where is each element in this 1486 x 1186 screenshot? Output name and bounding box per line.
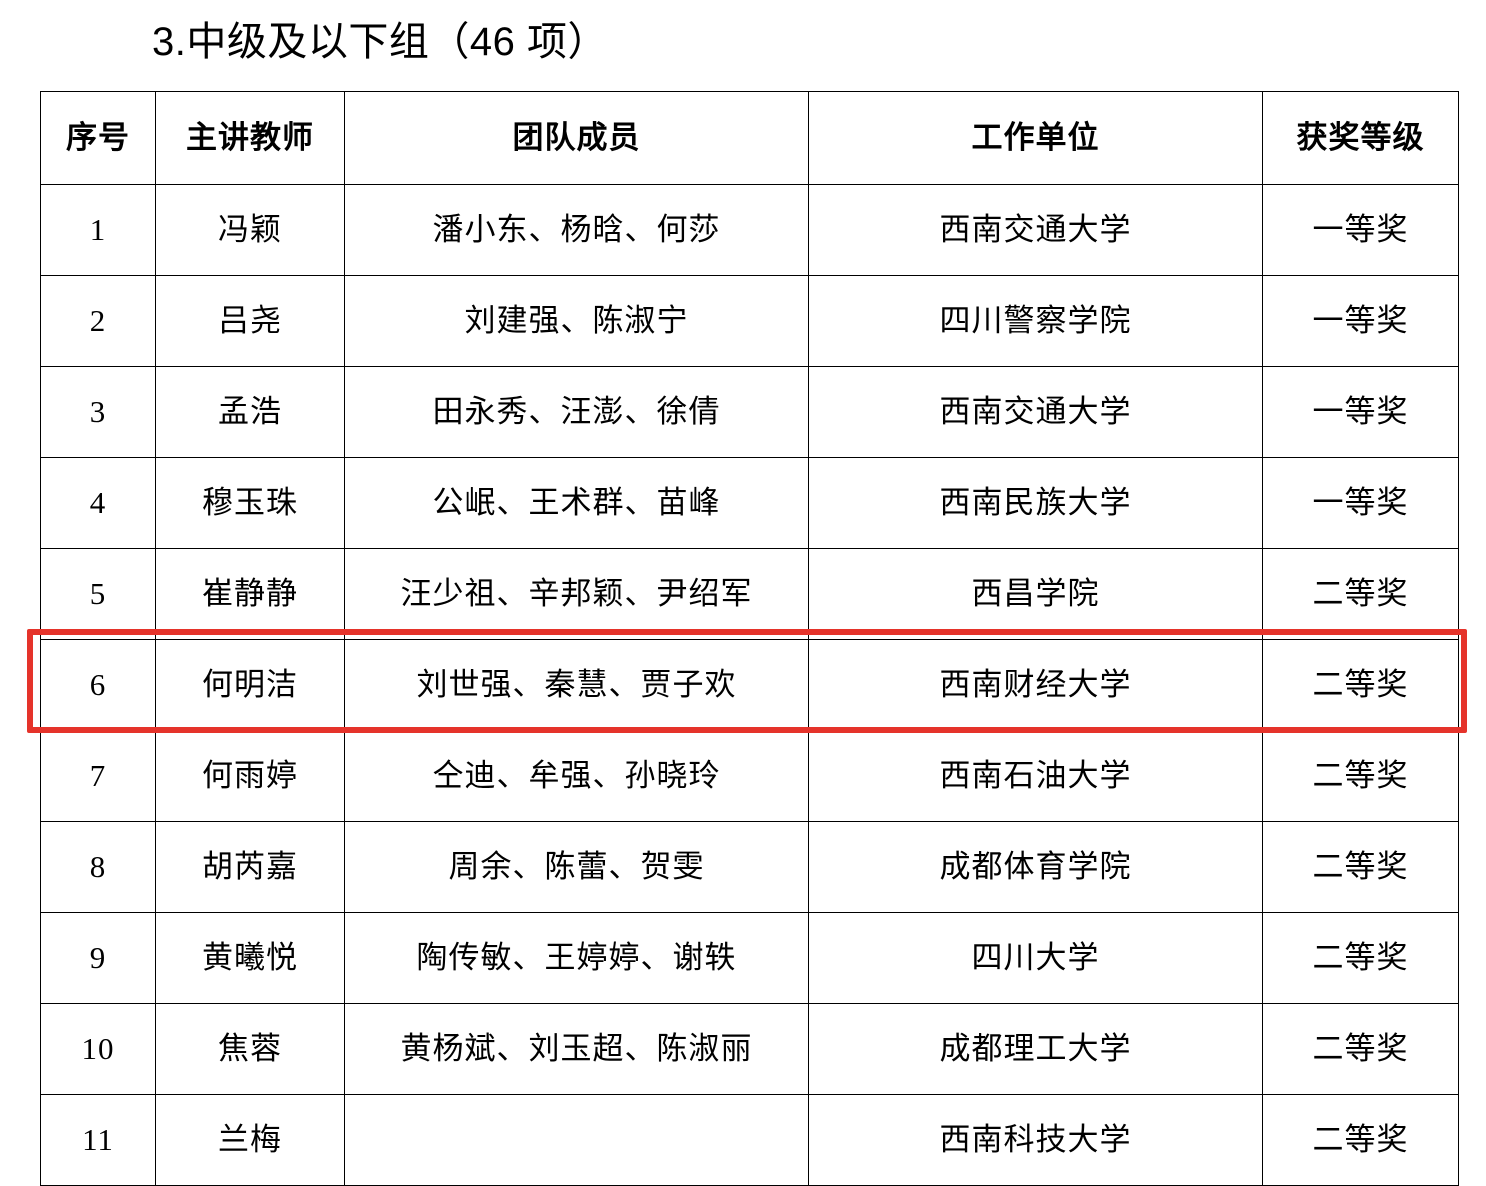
cell-seq: 2 bbox=[40, 275, 156, 367]
cell-team-members: 田永秀、汪澎、徐倩 bbox=[344, 366, 809, 458]
award-list-table: 序号 主讲教师 团队成员 工作单位 获奖等级 1 冯颖 潘小东、杨晗、何莎 西南交通大… bbox=[40, 91, 1459, 1186]
cell-seq: 5 bbox=[40, 548, 156, 640]
cell-team-members: 周余、陈蕾、贺雯 bbox=[344, 821, 809, 913]
table-row: 5 崔静静 汪少祖、辛邦颖、尹绍军 西昌学院 二等奖 bbox=[40, 548, 1459, 640]
cell-seq: 6 bbox=[40, 639, 156, 731]
cell-seq: 8 bbox=[40, 821, 156, 913]
cell-lead-teacher: 何雨婷 bbox=[155, 730, 345, 822]
table-row: 8 胡芮嘉 周余、陈蕾、贺雯 成都体育学院 二等奖 bbox=[40, 821, 1459, 913]
cell-organization: 西南交通大学 bbox=[808, 184, 1263, 276]
table-row: 4 穆玉珠 公岷、王术群、苗峰 西南民族大学 一等奖 bbox=[40, 457, 1459, 549]
cell-seq: 9 bbox=[40, 912, 156, 1004]
cell-seq: 1 bbox=[40, 184, 156, 276]
cell-award-level: 一等奖 bbox=[1262, 184, 1459, 276]
column-header-award-level: 获奖等级 bbox=[1262, 91, 1459, 185]
cell-award-level: 二等奖 bbox=[1262, 1003, 1459, 1095]
cell-team-members: 汪少祖、辛邦颖、尹绍军 bbox=[344, 548, 809, 640]
cell-organization: 西南民族大学 bbox=[808, 457, 1263, 549]
cell-team-members: 公岷、王术群、苗峰 bbox=[344, 457, 809, 549]
cell-award-level: 一等奖 bbox=[1262, 457, 1459, 549]
cell-lead-teacher: 冯颖 bbox=[155, 184, 345, 276]
cell-award-level: 一等奖 bbox=[1262, 275, 1459, 367]
cell-lead-teacher: 何明洁 bbox=[155, 639, 345, 731]
cell-lead-teacher: 兰梅 bbox=[155, 1094, 345, 1186]
cell-team-members: 仝迪、牟强、孙晓玲 bbox=[344, 730, 809, 822]
cell-lead-teacher: 胡芮嘉 bbox=[155, 821, 345, 913]
cell-organization: 四川大学 bbox=[808, 912, 1263, 1004]
table-row: 7 何雨婷 仝迪、牟强、孙晓玲 西南石油大学 二等奖 bbox=[40, 730, 1459, 822]
cell-award-level: 二等奖 bbox=[1262, 639, 1459, 731]
cell-organization: 四川警察学院 bbox=[808, 275, 1263, 367]
cell-team-members bbox=[344, 1094, 809, 1186]
table-row: 3 孟浩 田永秀、汪澎、徐倩 西南交通大学 一等奖 bbox=[40, 366, 1459, 458]
cell-award-level: 二等奖 bbox=[1262, 730, 1459, 822]
cell-organization: 西南科技大学 bbox=[808, 1094, 1263, 1186]
table-header-row: 序号 主讲教师 团队成员 工作单位 获奖等级 bbox=[40, 91, 1459, 185]
table-row: 9 黄曦悦 陶传敏、王婷婷、谢轶 四川大学 二等奖 bbox=[40, 912, 1459, 1004]
cell-team-members: 潘小东、杨晗、何莎 bbox=[344, 184, 809, 276]
table-row: 1 冯颖 潘小东、杨晗、何莎 西南交通大学 一等奖 bbox=[40, 184, 1459, 276]
cell-organization: 成都理工大学 bbox=[808, 1003, 1263, 1095]
column-header-lead-teacher: 主讲教师 bbox=[155, 91, 345, 185]
cell-organization: 西南财经大学 bbox=[808, 639, 1263, 731]
table-row: 6 何明洁 刘世强、秦慧、贾子欢 西南财经大学 二等奖 bbox=[40, 639, 1459, 731]
column-header-seq: 序号 bbox=[40, 91, 156, 185]
cell-team-members: 黄杨斌、刘玉超、陈淑丽 bbox=[344, 1003, 809, 1095]
cell-award-level: 二等奖 bbox=[1262, 912, 1459, 1004]
cell-award-level: 二等奖 bbox=[1262, 1094, 1459, 1186]
cell-team-members: 陶传敏、王婷婷、谢轶 bbox=[344, 912, 809, 1004]
table-body: 1 冯颖 潘小东、杨晗、何莎 西南交通大学 一等奖 2 吕尧 刘建强、陈淑宁 四川警察学院 一等奖… bbox=[40, 184, 1459, 1186]
cell-lead-teacher: 穆玉珠 bbox=[155, 457, 345, 549]
cell-organization: 西南石油大学 bbox=[808, 730, 1263, 822]
cell-seq: 10 bbox=[40, 1003, 156, 1095]
section-heading: 3.中级及以下组（46 项） bbox=[152, 20, 608, 64]
cell-award-level: 二等奖 bbox=[1262, 548, 1459, 640]
cell-seq: 4 bbox=[40, 457, 156, 549]
cell-award-level: 二等奖 bbox=[1262, 821, 1459, 913]
cell-team-members: 刘建强、陈淑宁 bbox=[344, 275, 809, 367]
table-row: 2 吕尧 刘建强、陈淑宁 四川警察学院 一等奖 bbox=[40, 275, 1459, 367]
cell-organization: 西昌学院 bbox=[808, 548, 1263, 640]
table-header: 序号 主讲教师 团队成员 工作单位 获奖等级 bbox=[40, 91, 1459, 185]
cell-lead-teacher: 崔静静 bbox=[155, 548, 345, 640]
cell-organization: 成都体育学院 bbox=[808, 821, 1263, 913]
cell-seq: 3 bbox=[40, 366, 156, 458]
cell-seq: 11 bbox=[40, 1094, 156, 1186]
column-header-team-members: 团队成员 bbox=[344, 91, 809, 185]
cell-organization: 西南交通大学 bbox=[808, 366, 1263, 458]
cell-lead-teacher: 焦蓉 bbox=[155, 1003, 345, 1095]
cell-lead-teacher: 吕尧 bbox=[155, 275, 345, 367]
table-row: 10 焦蓉 黄杨斌、刘玉超、陈淑丽 成都理工大学 二等奖 bbox=[40, 1003, 1459, 1095]
column-header-organization: 工作单位 bbox=[808, 91, 1263, 185]
cell-lead-teacher: 孟浩 bbox=[155, 366, 345, 458]
cell-lead-teacher: 黄曦悦 bbox=[155, 912, 345, 1004]
cell-team-members: 刘世强、秦慧、贾子欢 bbox=[344, 639, 809, 731]
cell-seq: 7 bbox=[40, 730, 156, 822]
table-row: 11 兰梅 西南科技大学 二等奖 bbox=[40, 1094, 1459, 1186]
cell-award-level: 一等奖 bbox=[1262, 366, 1459, 458]
